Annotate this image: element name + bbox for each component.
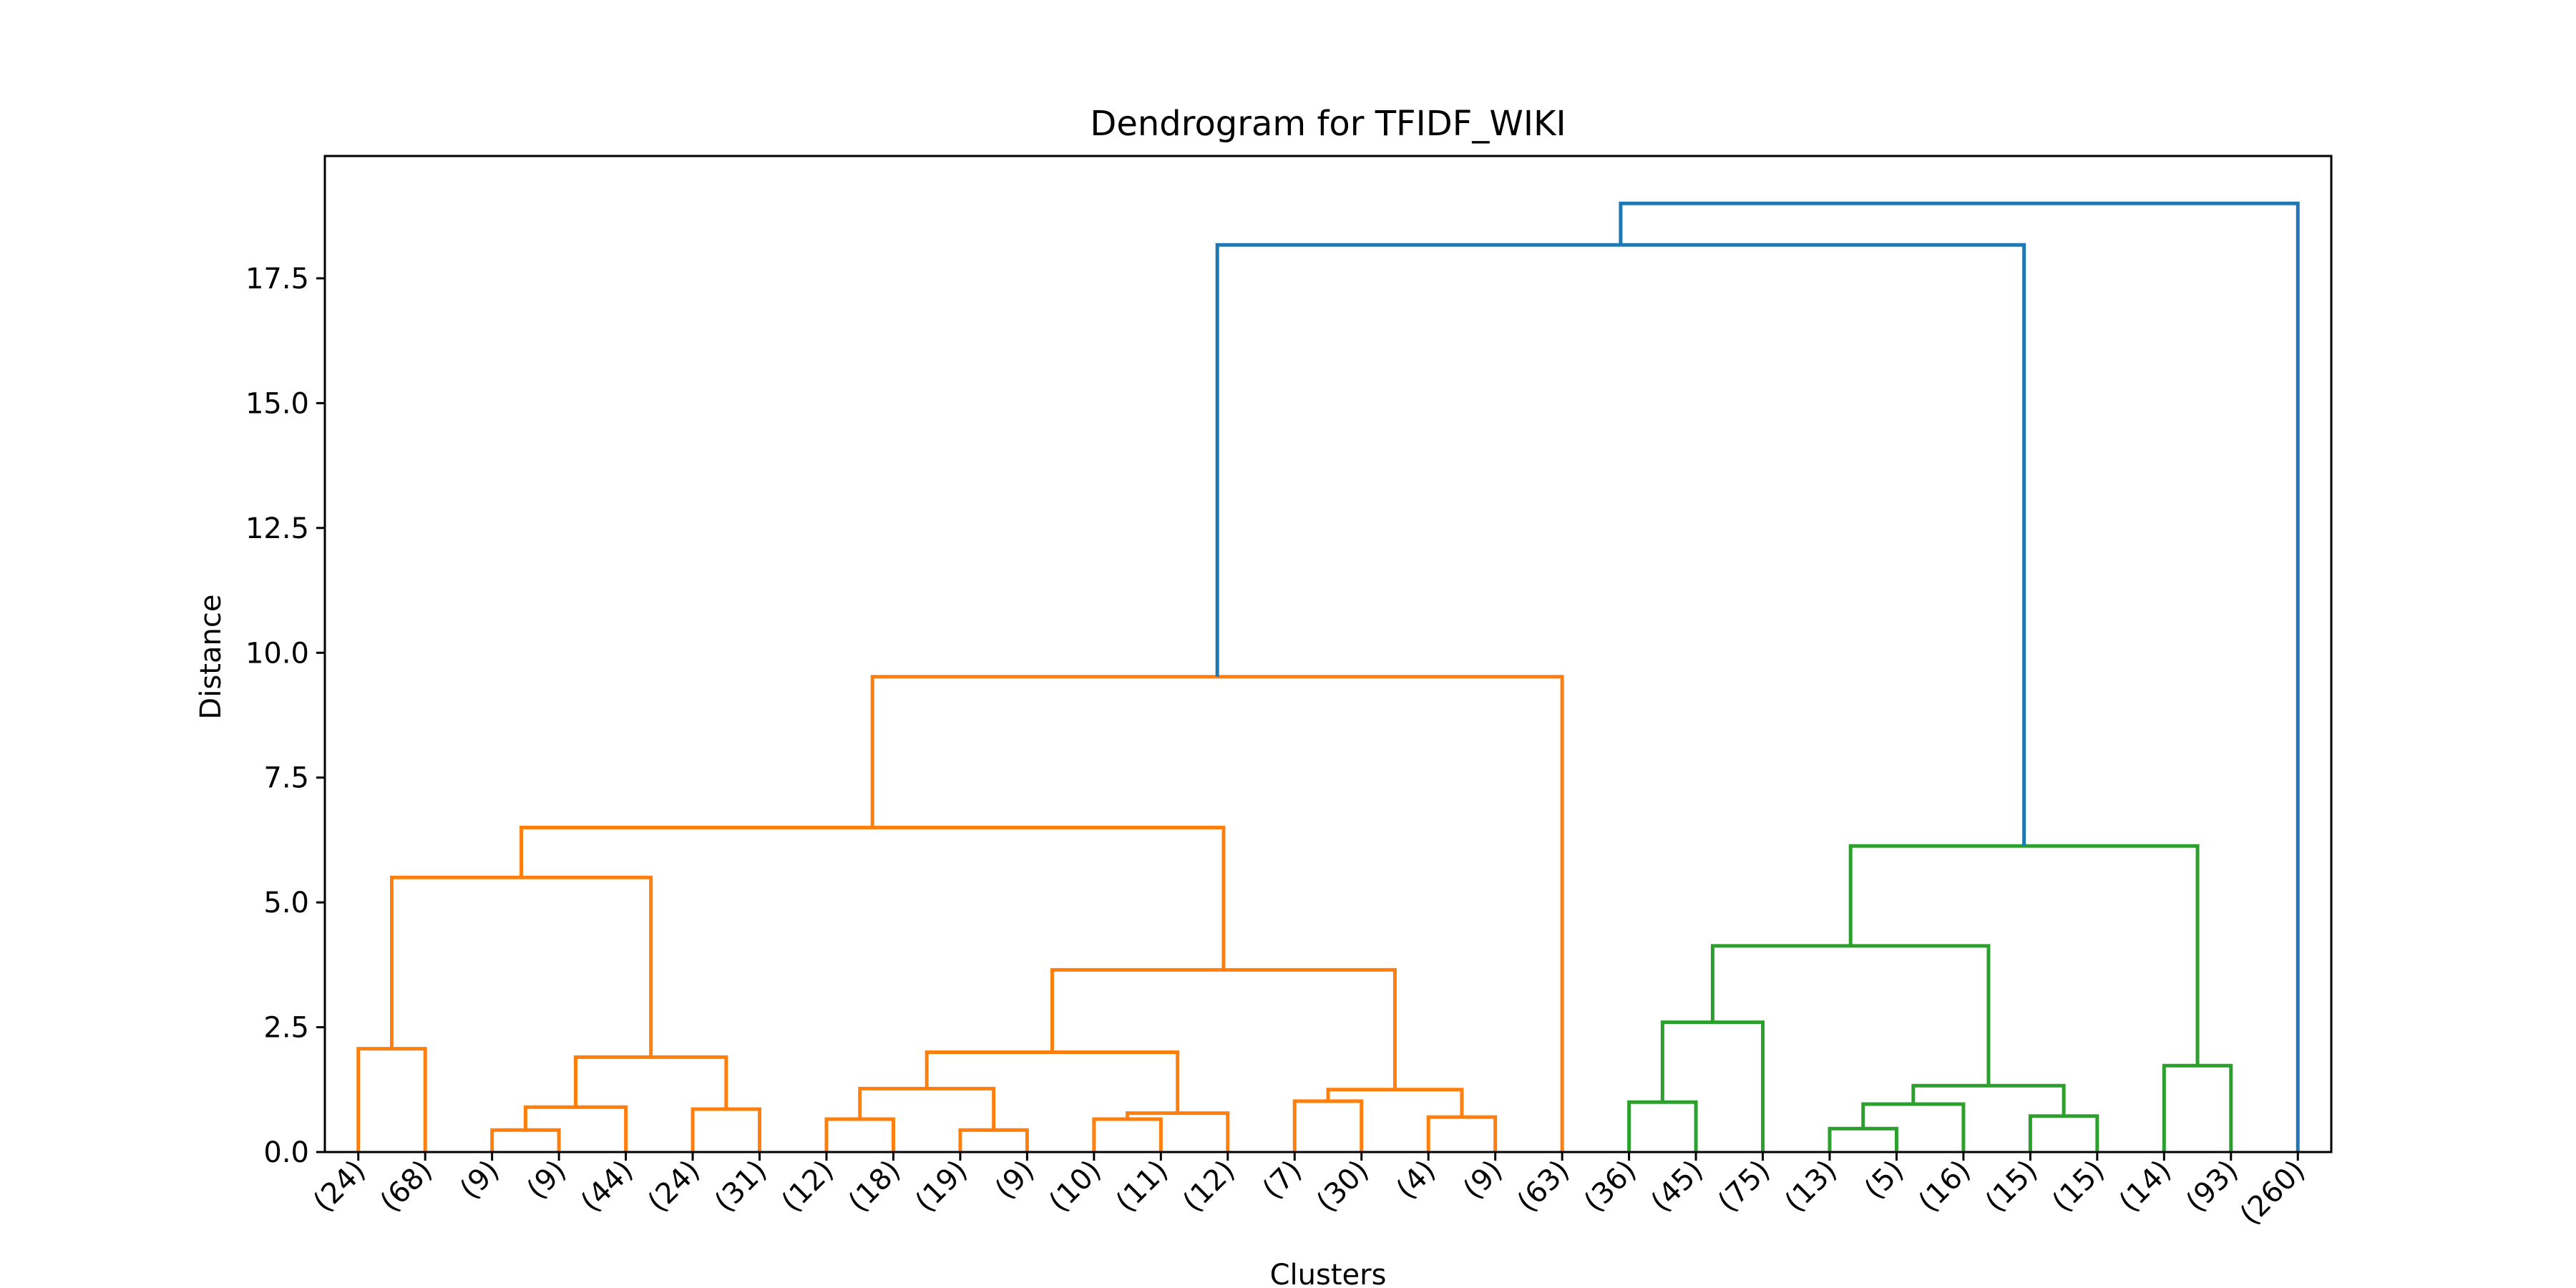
dendrogram-link-3 (691, 1107, 762, 1152)
y-tick-label: 10.0 (245, 637, 309, 670)
leaf-label: (9) (1457, 1154, 1509, 1206)
dendrogram-link-15 (1050, 967, 1397, 1090)
leaf-label: (9) (989, 1154, 1041, 1206)
dendrogram-link-28 (1619, 201, 2300, 1152)
leaf-label: (14) (2113, 1154, 2178, 1219)
dendrogram-links (356, 201, 2300, 1152)
x-axis-ticks: (24) (68) (9) (9) (44) (24) (31) (12) (18) (19) (9… (307, 1152, 2311, 1231)
dendrogram-link-10 (1126, 1111, 1230, 1152)
leaf-label: (9) (454, 1154, 506, 1206)
y-tick-label: 17.5 (245, 263, 309, 296)
leaf-label: (11) (1110, 1154, 1175, 1219)
leaf-label: (5) (1858, 1154, 1911, 1206)
dendrogram-link-16 (519, 825, 1226, 970)
dendrogram-link-19 (1660, 1020, 1765, 1152)
leaf-label: (30) (1310, 1154, 1375, 1219)
y-axis-label: Distance (195, 595, 228, 720)
leaf-label: (7) (1257, 1154, 1309, 1206)
leaf-label: (13) (1778, 1154, 1843, 1219)
dendrogram-link-4 (574, 1055, 728, 1109)
dendrogram-link-25 (2162, 1063, 2233, 1152)
leaf-label: (15) (2046, 1154, 2111, 1219)
dendrogram-link-27 (1215, 243, 2026, 847)
leaf-label: (24) (642, 1154, 707, 1219)
leaf-label: (24) (307, 1154, 372, 1219)
dendrogram-link-8 (858, 1086, 996, 1131)
y-tick-label: 12.5 (245, 512, 309, 545)
leaf-label: (36) (1578, 1154, 1643, 1219)
dendrogram-link-1 (490, 1128, 561, 1152)
leaf-label: (12) (775, 1154, 840, 1219)
dendrogram-link-14 (1326, 1088, 1464, 1118)
dendrogram-link-23 (1911, 1083, 2066, 1116)
dendrogram-link-9 (1092, 1117, 1163, 1152)
dendrogram-link-11 (924, 1050, 1180, 1113)
dendrogram-link-26 (1848, 844, 2200, 1066)
dendrogram-link-24 (1710, 944, 1991, 1086)
chart-title: Dendrogram for TFIDF_WIKI (1090, 104, 1566, 144)
leaf-label: (15) (1979, 1154, 2044, 1219)
y-tick-label: 15.0 (245, 387, 309, 420)
leaf-label: (9) (521, 1154, 573, 1206)
x-axis-label: Clusters (1270, 1259, 1387, 1288)
leaf-label: (44) (575, 1154, 640, 1219)
dendrogram-link-6 (824, 1117, 895, 1152)
dendrogram-link-0 (356, 1047, 427, 1152)
leaf-label: (45) (1645, 1154, 1710, 1219)
leaf-label: (31) (708, 1154, 774, 1219)
leaf-label: (19) (909, 1154, 974, 1219)
leaf-label: (75) (1712, 1154, 1777, 1219)
dendrogram-link-13 (1426, 1115, 1498, 1152)
leaf-label: (63) (1511, 1154, 1576, 1219)
y-tick-label: 7.5 (263, 762, 309, 795)
leaf-label: (260) (2234, 1154, 2312, 1232)
y-tick-label: 5.0 (263, 887, 309, 919)
y-axis-ticks: 0.0 2.5 5.0 7.5 10.0 12.5 15.0 17.5 (245, 263, 325, 1169)
leaf-label: (18) (842, 1154, 907, 1219)
dendrogram-link-20 (1828, 1126, 1898, 1152)
dendrogram-link-22 (2028, 1114, 2099, 1152)
dendrogram-link-12 (1292, 1099, 1364, 1152)
dendrogram-link-21 (1861, 1102, 1966, 1152)
dendrogram-link-17 (870, 675, 1564, 1152)
leaf-label: (16) (1912, 1154, 1977, 1219)
leaf-label: (4) (1390, 1154, 1443, 1206)
dendrogram-link-5 (389, 875, 653, 1058)
leaf-label: (10) (1043, 1154, 1108, 1219)
plot-frame (323, 155, 2333, 1153)
y-tick-label: 2.5 (263, 1012, 309, 1045)
leaf-label: (12) (1176, 1154, 1241, 1219)
leaf-label: (68) (374, 1154, 439, 1219)
y-tick-label: 0.0 (263, 1136, 309, 1169)
dendrogram-link-18 (1627, 1100, 1698, 1152)
dendrogram-link-7 (958, 1128, 1029, 1152)
